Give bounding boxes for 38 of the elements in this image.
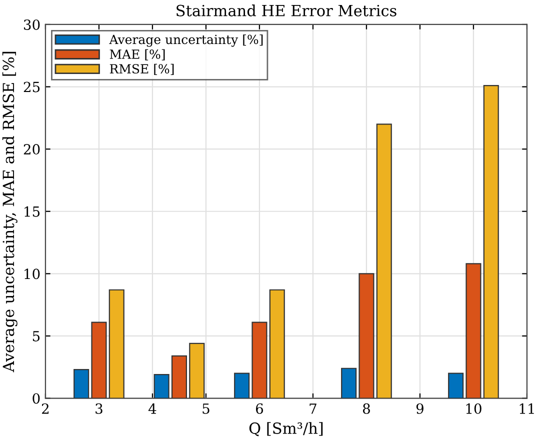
x-tick-label: 3 [96,403,102,414]
legend-label: RMSE [%] [110,64,174,75]
bar [358,273,374,398]
legend-label: Average uncertainty [%] [109,34,263,47]
y-tick-label: 0 [32,393,40,404]
y-tick-label: 10 [24,268,40,280]
x-tick-label: 5 [202,404,210,414]
x-tick-label: 7 [310,404,316,414]
y-tick-label: 30 [24,19,40,30]
bar [234,372,250,398]
y-tick-label: 15 [24,206,40,217]
bar [466,263,482,398]
x-tick-label: 8 [362,403,370,414]
bar [74,369,90,398]
bar [269,289,285,398]
y-tick-label: 20 [24,144,40,155]
legend-label: MAE [%] [110,49,165,60]
bar [171,355,187,398]
x-tick-label: 2 [42,403,49,414]
bar [341,368,357,398]
bar [376,124,392,398]
bar [448,372,464,398]
y-tick-label: 25 [24,82,40,92]
y-axis-title: Average uncertainty, MAE and RMSE [%] [2,52,18,372]
bar [189,342,205,398]
bar [483,84,499,398]
bar [91,322,107,398]
chart-title: Stairmand HE Error Metrics [176,4,396,16]
bar [252,322,268,398]
bar [108,289,124,398]
x-tick-label: 6 [256,403,264,414]
bar [154,374,170,398]
x-tick-label: 4 [148,403,156,414]
x-tick-label: 9 [416,403,424,414]
x-tick-label: 11 [520,403,534,414]
x-tick-label: 10 [466,403,482,414]
y-tick-label: 5 [32,331,40,342]
x-axis-title: Q [Sm³/h] [249,422,323,436]
